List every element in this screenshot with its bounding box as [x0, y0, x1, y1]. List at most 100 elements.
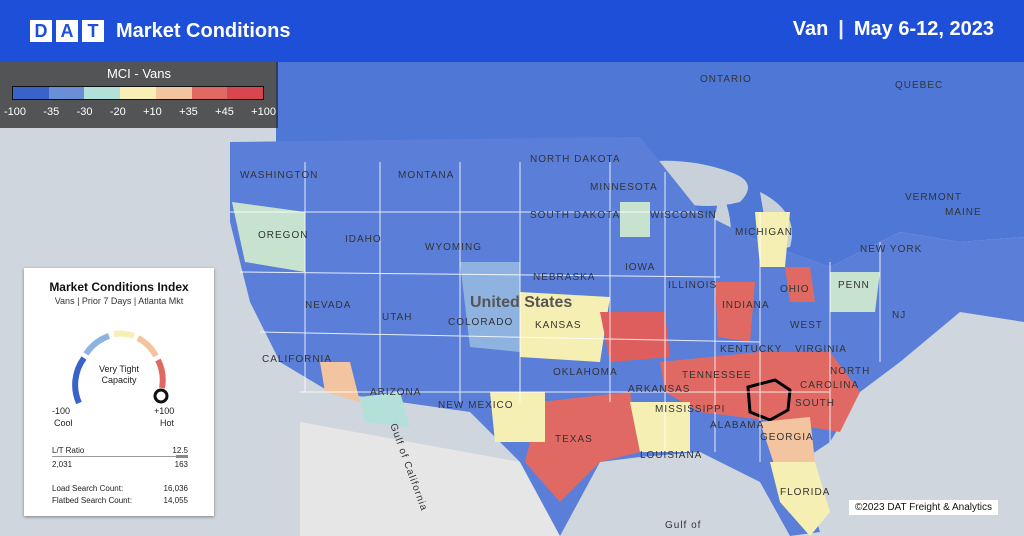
gauge-min: -100 — [52, 406, 71, 416]
region-oregon — [232, 202, 305, 272]
map-label: NORTH — [830, 366, 871, 377]
gauge-max: +100 — [154, 406, 175, 416]
region-west-texas — [490, 392, 545, 442]
map-label: OHIO — [780, 284, 810, 295]
gauge-arc-warm — [136, 335, 159, 358]
map-label: SOUTH — [795, 398, 835, 409]
map-label: MONTANA — [398, 170, 455, 181]
map-label: MAINE — [945, 207, 982, 218]
map-label: WYOMING — [425, 242, 482, 253]
region-wisconsin-north — [620, 202, 650, 237]
legend-swatch — [13, 87, 49, 99]
region-georgia — [760, 417, 815, 467]
mci-gauge — [72, 330, 169, 405]
map-label: CALIFORNIA — [262, 354, 333, 365]
mexico-land — [300, 422, 560, 536]
region-florida — [770, 462, 830, 536]
map-label: ARKANSAS — [628, 384, 691, 395]
lt-ratio-label: L/T Ratio — [52, 446, 85, 455]
loads-value: 2,031 — [52, 460, 73, 469]
legend-tick: -35 — [43, 106, 60, 118]
map-label: MINNESOTA — [590, 182, 658, 193]
load-search-label: Load Search Count: — [52, 484, 124, 493]
card-subtitle: Vans | Prior 7 Days | Atlanta Mkt — [54, 296, 184, 306]
map-label: GEORGIA — [760, 432, 814, 443]
market-conditions-card: Market Conditions Index Vans | Prior 7 D… — [24, 268, 214, 516]
map-label: FLORIDA — [780, 487, 831, 498]
map-label: QUEBEC — [895, 80, 944, 91]
region-penn — [830, 272, 880, 312]
date-range: May 6-12, 2023 — [853, 18, 994, 40]
gauge-arc-cool-mid — [83, 333, 111, 356]
load-search-row: Load Search Count: 16,036 — [52, 484, 188, 493]
lt-ratio-row: L/T Ratio 12.5 — [52, 446, 188, 455]
region-arizona-south — [360, 392, 410, 427]
map-label: NJ — [892, 310, 907, 321]
map-label: NORTH DAKOTA — [530, 154, 621, 165]
map-label: WEST — [790, 320, 823, 331]
gauge-arc-cool — [72, 356, 87, 405]
dat-logo: D A T — [30, 20, 104, 42]
region-colorado — [460, 262, 520, 352]
map-label: INDIANA — [722, 300, 770, 311]
gauge-hot-label: Hot — [160, 418, 175, 428]
logo-letter: A — [56, 20, 78, 42]
gauge-status: Very Tight Capacity — [98, 364, 140, 385]
legend-swatch — [155, 87, 192, 99]
header-title: Market Conditions — [116, 19, 291, 42]
map-label: NEW MEXICO — [438, 400, 514, 411]
map-label: UTAH — [382, 312, 413, 323]
legend-color-bar — [12, 86, 264, 100]
map-label: KENTUCKY — [720, 344, 783, 355]
map-label: MICHIGAN — [735, 227, 793, 238]
map-label: ONTARIO — [700, 74, 752, 85]
flatbed-search-row: Flatbed Search Count: 14,055 — [52, 496, 188, 505]
legend-swatch — [227, 87, 264, 99]
region-missouri — [600, 312, 670, 362]
equipment-mode: Van — [792, 18, 829, 40]
map-label: TEXAS — [555, 434, 593, 445]
ratio-line — [52, 456, 188, 457]
map-label: WASHINGTON — [240, 170, 319, 181]
map-label: KANSAS — [535, 320, 582, 331]
map-label: COLORADO — [448, 317, 514, 328]
flatbed-search-value: 14,055 — [163, 496, 188, 505]
map-label: ILLINOIS — [668, 280, 718, 291]
logo-letter: D — [30, 20, 52, 42]
map-label: VIRGINIA — [795, 344, 847, 355]
legend-swatch — [120, 87, 156, 99]
legend-title: MCI - Vans — [106, 66, 172, 81]
legend-tick: +10 — [143, 106, 162, 118]
map-label: LOUISIANA — [640, 450, 703, 461]
map-label: IDAHO — [345, 234, 382, 245]
copyright-notice: ©2023 DAT Freight & Analytics — [848, 500, 998, 515]
gauge-arc-hot — [155, 358, 166, 389]
map-label: OKLAHOMA — [553, 367, 618, 378]
gauge-arc-neutral — [113, 330, 135, 339]
flatbed-search-label: Flatbed Search Count: — [52, 496, 133, 505]
header-meta: Van | May 6-12, 2023 — [793, 18, 994, 41]
load-truck-row: 2,031 163 — [52, 460, 188, 469]
region-indiana — [715, 282, 755, 342]
trucks-value: 163 — [174, 460, 188, 469]
legend-tick: -30 — [76, 106, 93, 118]
map-label: IOWA — [625, 262, 656, 273]
map-label: NEVADA — [305, 300, 352, 311]
region-michigan — [755, 212, 790, 267]
header-separator: | — [838, 18, 844, 40]
region-ohio — [785, 267, 815, 302]
legend-swatch — [191, 87, 228, 99]
legend-tick: +100 — [251, 106, 276, 118]
map-label: NEW YORK — [860, 244, 923, 255]
logo-letter: T — [82, 20, 104, 42]
map-label: NEBRASKA — [533, 272, 596, 283]
region-louisiana — [630, 402, 690, 452]
map-label: MISSISSIPPI — [655, 404, 726, 415]
legend-swatch — [84, 87, 121, 99]
legend-tick: +45 — [215, 106, 234, 118]
gauge-cool-label: Cool — [54, 418, 73, 428]
legend-swatch — [48, 87, 85, 99]
country-label: United States — [470, 294, 573, 311]
legend-tick: -100 — [4, 106, 27, 118]
